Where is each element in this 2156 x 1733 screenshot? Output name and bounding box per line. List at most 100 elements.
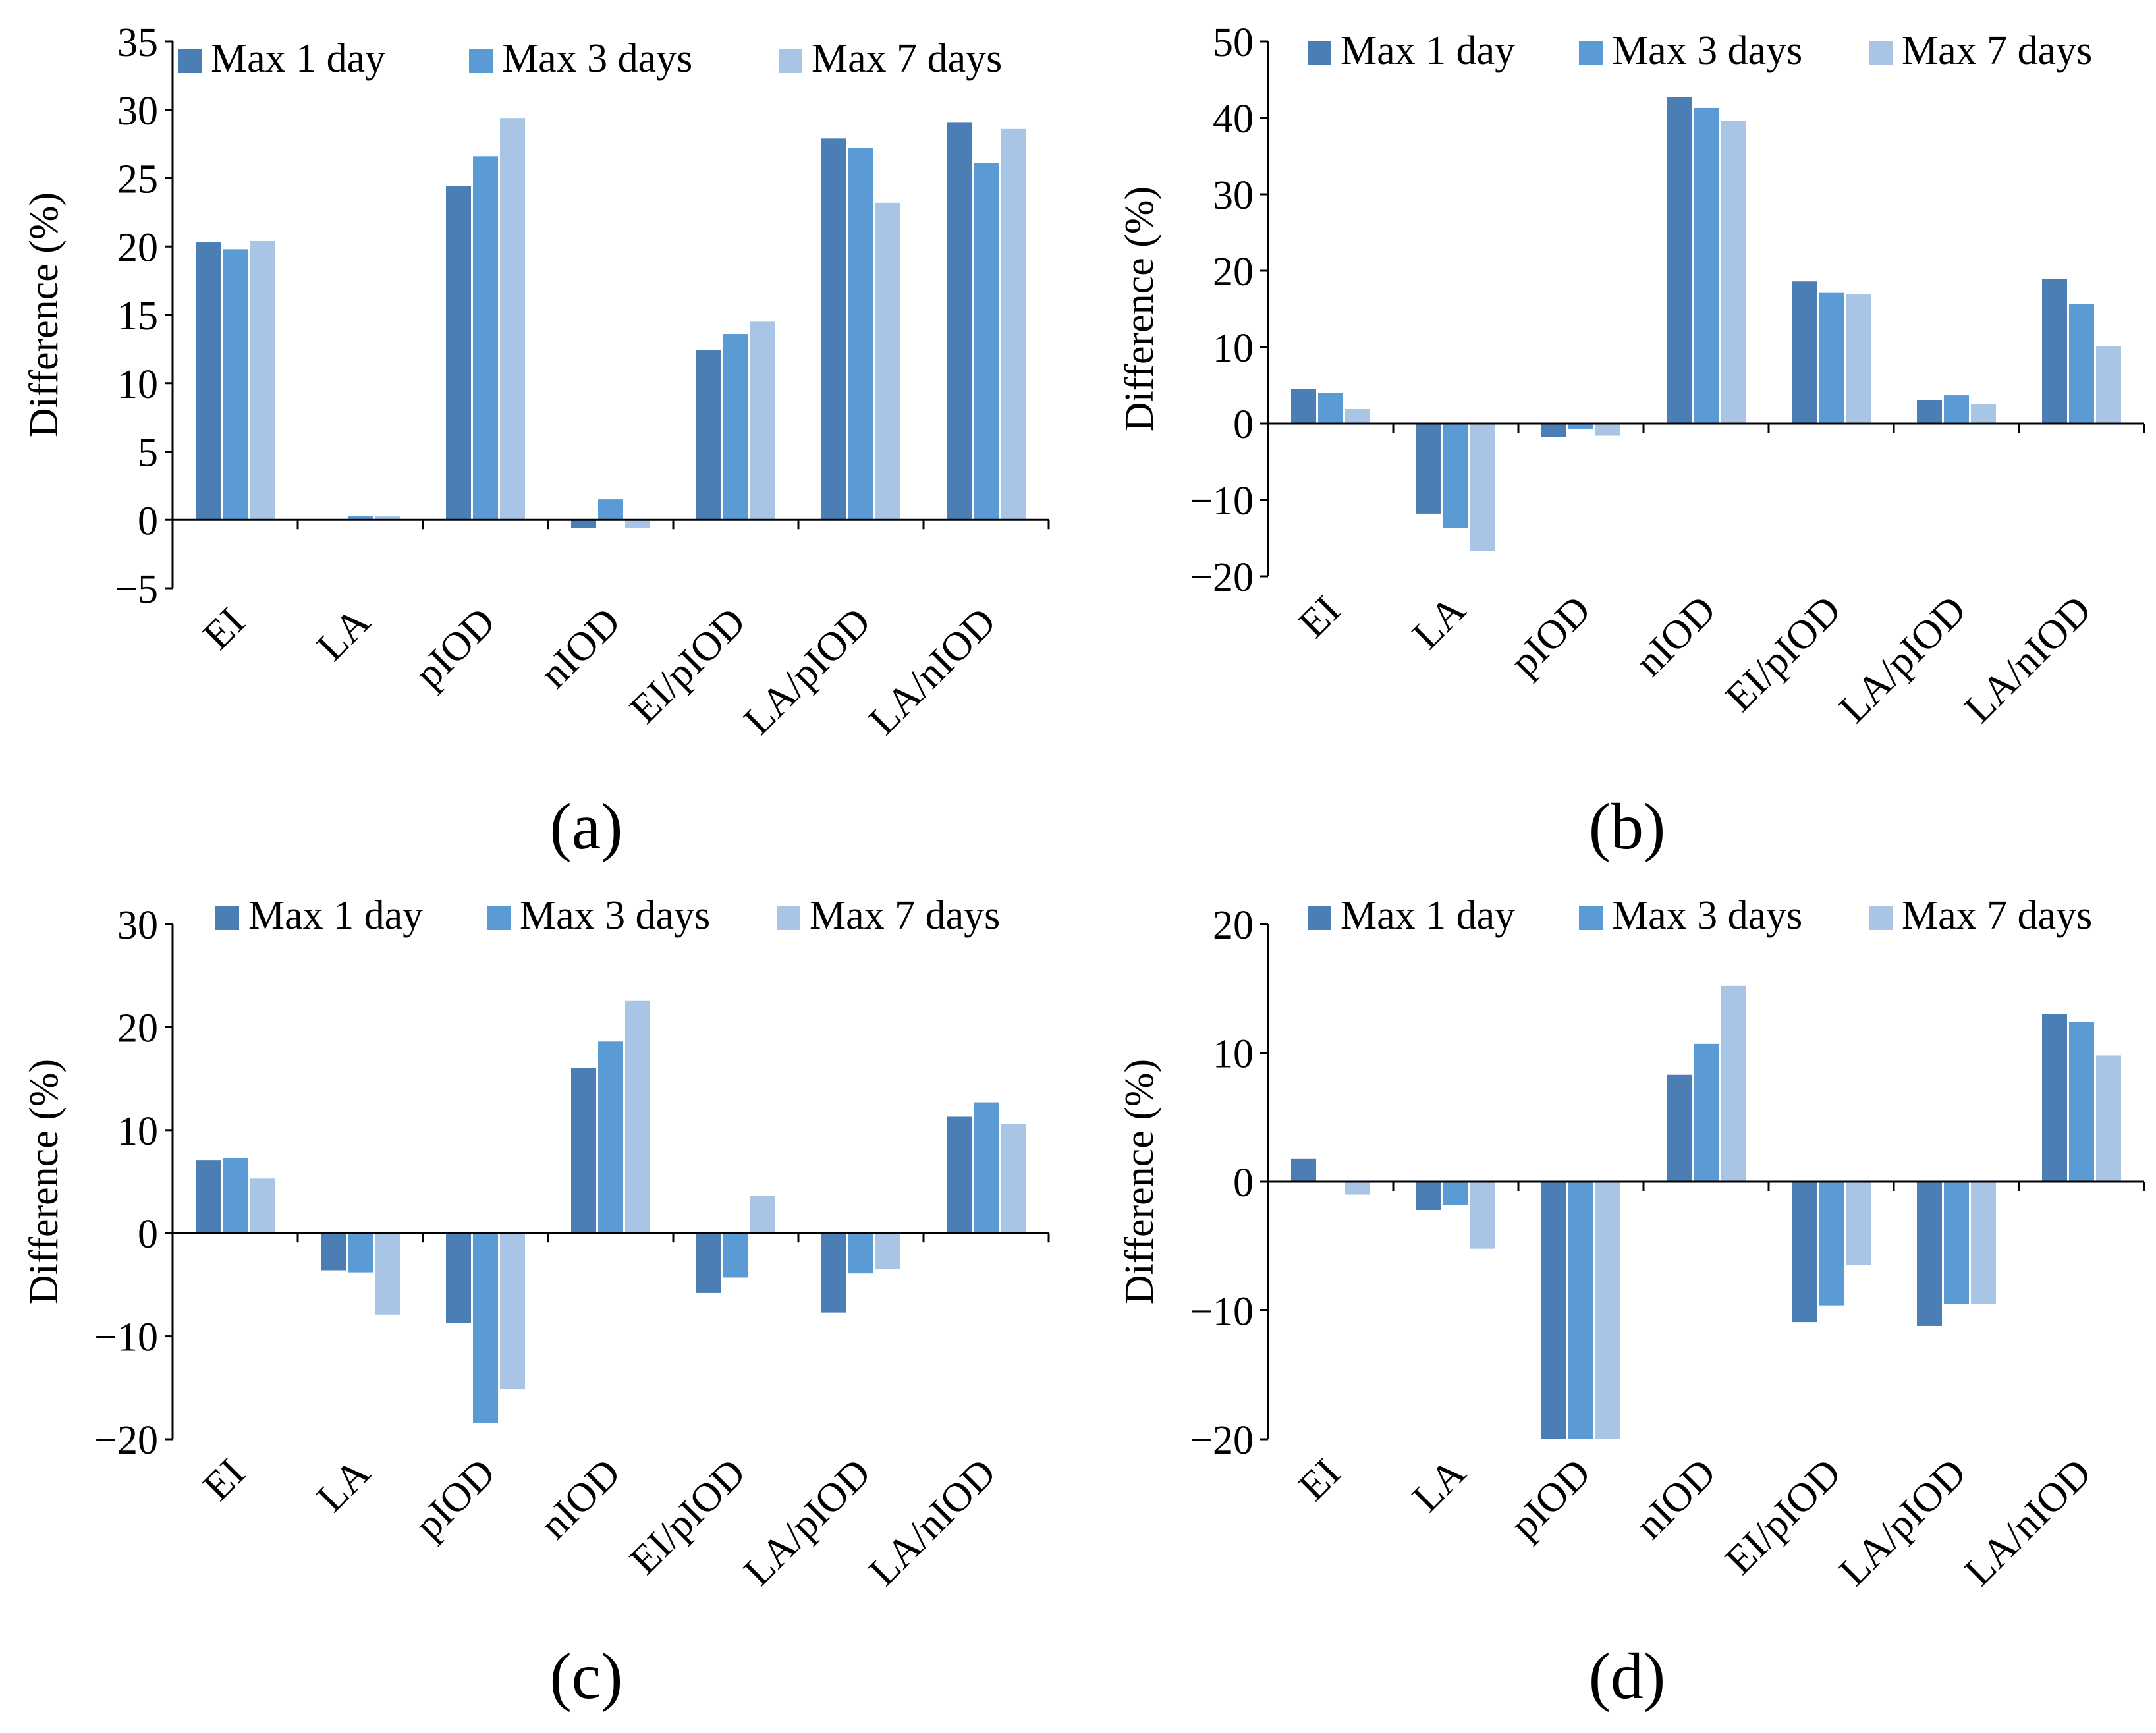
bar-max-1-day xyxy=(1917,400,1942,424)
y-tick-label: 10 xyxy=(117,1109,158,1154)
x-tick-label: EI/pIOD xyxy=(621,599,754,732)
bar-max-3-days xyxy=(1819,292,1844,424)
legend-label: Max 1 day xyxy=(1341,28,1515,73)
bar-max-1-day xyxy=(196,242,221,520)
bar-max-7-days xyxy=(375,516,400,520)
bar-max-3-days xyxy=(348,516,373,520)
legend-label: Max 3 days xyxy=(502,36,692,81)
bar-max-1-day xyxy=(571,520,596,528)
bar-max-1-day xyxy=(1667,97,1692,424)
bar-max-3-days xyxy=(1944,1182,1969,1304)
y-tick-label: −20 xyxy=(1190,555,1254,600)
legend-label: Max 3 days xyxy=(520,893,710,938)
x-tick-label: pIOD xyxy=(406,599,504,697)
bar-max-7-days xyxy=(1470,1182,1495,1249)
y-tick-label: 20 xyxy=(117,225,158,270)
bar-max-3-days xyxy=(723,334,748,520)
y-tick-label: 20 xyxy=(117,1006,158,1051)
panel-label: (a) xyxy=(550,790,623,863)
bar-max-7-days xyxy=(1345,408,1370,424)
y-tick-label: 10 xyxy=(1213,1032,1254,1077)
bar-max-7-days xyxy=(875,202,900,520)
y-tick-label: 50 xyxy=(1213,20,1254,65)
y-axis-title: Difference (%) xyxy=(1117,186,1162,431)
y-tick-label: 0 xyxy=(1233,1161,1254,1205)
bar-max-3-days xyxy=(974,163,999,520)
bar-max-7-days xyxy=(375,1233,400,1315)
bar-max-1-day xyxy=(1792,281,1817,424)
x-tick-label: LA/nIOD xyxy=(1956,1450,2100,1595)
bar-max-3-days xyxy=(723,1233,748,1278)
y-tick-label: 40 xyxy=(1213,97,1254,142)
legend-swatch xyxy=(469,49,493,73)
bar-max-7-days xyxy=(1345,1182,1370,1195)
x-tick-label: LA xyxy=(308,599,379,670)
bar-max-1-day xyxy=(2042,279,2067,424)
legend-label: Max 7 days xyxy=(1902,893,2092,938)
y-axis-title: Difference (%) xyxy=(1117,1059,1162,1304)
bar-max-1-day xyxy=(1291,389,1316,424)
bar-max-1-day xyxy=(1416,1182,1441,1211)
bar-max-7-days xyxy=(500,1233,525,1389)
y-tick-label: 5 xyxy=(138,431,158,476)
y-tick-label: −10 xyxy=(1190,1290,1254,1334)
bar-max-3-days xyxy=(1694,1043,1719,1182)
legend-label: Max 3 days xyxy=(1612,893,1802,938)
legend-swatch xyxy=(1308,41,1331,65)
x-tick-label: EI/pIOD xyxy=(1717,588,1849,720)
x-tick-label: nIOD xyxy=(1627,1450,1725,1548)
y-tick-label: 0 xyxy=(1233,402,1254,447)
panel-d: −20 −10 0 10 20 Difference (%) EI LA pIOD nIODEI/… xyxy=(1117,893,2145,1713)
bar-max-7-days xyxy=(1846,294,1871,424)
y-axis-title: Difference (%) xyxy=(22,1059,67,1304)
bar-max-3-days xyxy=(848,1233,873,1274)
bar-max-3-days xyxy=(1568,424,1593,429)
bar-max-1-day xyxy=(1667,1074,1692,1182)
legend-swatch xyxy=(777,906,800,930)
x-tick-label: EI/pIOD xyxy=(621,1450,754,1583)
bar-max-1-day xyxy=(1541,424,1566,437)
bar-max-3-days xyxy=(473,1233,498,1423)
x-tick-label: EI xyxy=(194,1450,253,1509)
legend-label: Max 1 day xyxy=(1341,893,1515,938)
x-tick-label: nIOD xyxy=(1627,588,1725,685)
y-axis-title: Difference (%) xyxy=(22,192,67,437)
y-tick-label: 0 xyxy=(138,499,158,543)
y-tick-label: 15 xyxy=(117,294,158,339)
bar-max-7-days xyxy=(1001,1124,1026,1234)
legend-label: Max 7 days xyxy=(812,36,1002,81)
x-tick-label: LA/nIOD xyxy=(1956,588,2100,732)
bar-max-7-days xyxy=(1971,1182,1996,1304)
bar-max-1-day xyxy=(1917,1182,1942,1326)
bar-max-7-days xyxy=(750,321,775,520)
bar-max-1-day xyxy=(2042,1014,2067,1182)
legend-label: Max 7 days xyxy=(1902,28,2092,73)
bar-max-3-days xyxy=(1568,1182,1593,1439)
bar-max-7-days xyxy=(500,118,525,520)
x-tick-label: EI xyxy=(194,599,253,658)
bar-max-1-day xyxy=(321,1233,346,1271)
bar-max-7-days xyxy=(1971,404,1996,424)
bar-max-3-days xyxy=(1318,393,1343,424)
bar-max-7-days xyxy=(250,1178,275,1234)
bar-max-3-days xyxy=(974,1102,999,1234)
bar-max-7-days xyxy=(250,240,275,520)
legend-swatch xyxy=(1579,41,1603,65)
y-tick-label: 10 xyxy=(1213,326,1254,371)
y-tick-label: 25 xyxy=(117,157,158,202)
y-tick-label: 0 xyxy=(138,1212,158,1257)
y-tick-label: 30 xyxy=(1213,173,1254,218)
y-tick-label: 20 xyxy=(1213,903,1254,948)
bar-max-7-days xyxy=(625,1000,650,1234)
bar-max-7-days xyxy=(750,1196,775,1234)
x-tick-label: LA/nIOD xyxy=(860,599,1005,744)
bar-max-3-days xyxy=(223,1158,248,1234)
x-tick-label: pIOD xyxy=(1502,588,1599,685)
bar-max-3-days xyxy=(1819,1182,1844,1306)
x-tick-label: nIOD xyxy=(532,1450,629,1548)
panel-label: (d) xyxy=(1589,1639,1666,1713)
x-tick-label: nIOD xyxy=(532,599,629,697)
bar-max-3-days xyxy=(848,148,873,520)
bar-max-7-days xyxy=(875,1233,900,1269)
